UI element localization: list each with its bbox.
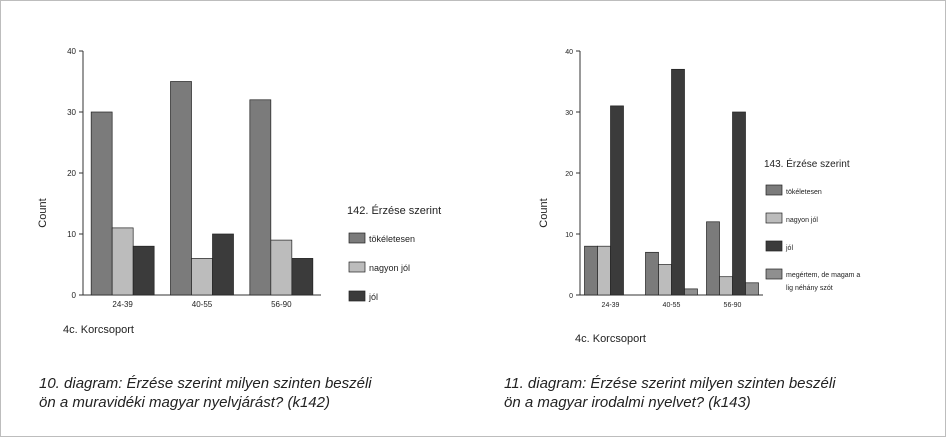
caption-line-2: ön a magyar irodalmi nyelvet? (k143)	[504, 394, 751, 411]
bar-1	[249, 99, 272, 296]
bar-3	[732, 111, 746, 296]
x-tick-label: 24-39	[602, 302, 620, 309]
y-axis-title: Count	[538, 198, 550, 227]
y-tick-label: 10	[565, 232, 573, 239]
bar-4	[684, 288, 698, 296]
y-tick-label: 0	[569, 293, 573, 300]
caption-diagram-10: 10. diagram: Érzése szerint milyen szint…	[39, 374, 372, 412]
x-tick-label: 40-55	[192, 300, 213, 309]
y-axis-title: Count	[37, 198, 49, 227]
legend-label: megértem, de magam a lig néhány szót	[786, 272, 860, 292]
legend-swatch-3	[765, 240, 783, 252]
legend-swatch-2	[765, 212, 783, 224]
y-tick-label: 10	[67, 230, 76, 239]
caption-line-1: 11. diagram: Érzése szerint milyen szint…	[504, 375, 836, 392]
bar-3	[212, 233, 234, 296]
bar-3	[610, 105, 624, 296]
x-axis-title: 4c. Korcsoport	[575, 333, 646, 345]
bar-1	[170, 81, 192, 296]
bar-3	[671, 68, 685, 296]
bar-2	[658, 264, 672, 296]
y-tick-label: 30	[565, 110, 573, 117]
bar-1	[90, 111, 113, 296]
legend-swatch-3	[348, 290, 366, 302]
legend-swatch-4	[765, 268, 783, 280]
x-tick-label: 24-39	[112, 300, 133, 309]
legend-label: tökéletesen	[369, 234, 415, 244]
y-tick-label: 30	[67, 108, 76, 117]
legend-swatch-2	[348, 261, 366, 273]
bar-1	[584, 245, 598, 296]
legend-title: 143. Érzése szerint	[764, 157, 850, 170]
legend-label: nagyon jól	[786, 217, 818, 224]
legend-label: jól	[368, 292, 378, 302]
x-tick-label: 56-90	[724, 302, 742, 309]
legend-label: jól	[785, 245, 793, 252]
y-tick-label: 20	[67, 169, 76, 178]
caption-line-1: 10. diagram: Érzése szerint milyen szint…	[39, 375, 372, 392]
x-tick-label: 40-55	[663, 302, 681, 309]
legend-title: 142. Érzése szerint	[347, 204, 441, 217]
caption-line-2: ön a muravidéki magyar nyelvjárást? (k14…	[39, 394, 330, 411]
y-tick-label: 40	[67, 47, 76, 56]
x-axis-title: 4c. Korcsoport	[63, 324, 134, 336]
caption-diagram-11: 11. diagram: Érzése szerint milyen szint…	[504, 374, 836, 412]
bar-1	[645, 251, 659, 296]
y-tick-label: 40	[565, 49, 573, 56]
bar-3	[291, 258, 314, 296]
legend-label: tökéletesen	[786, 189, 822, 196]
bar-3	[132, 245, 155, 296]
y-tick-label: 20	[565, 171, 573, 178]
bar-4	[745, 282, 759, 296]
bar-2	[597, 245, 611, 296]
legend-swatch-1	[348, 232, 366, 244]
bar-2	[719, 276, 733, 296]
y-tick-label: 0	[72, 291, 77, 300]
legend-label: nagyon jól	[369, 263, 410, 273]
legend-swatch-1	[765, 184, 783, 196]
bar-1	[706, 221, 720, 296]
x-tick-label: 56-90	[271, 300, 292, 309]
